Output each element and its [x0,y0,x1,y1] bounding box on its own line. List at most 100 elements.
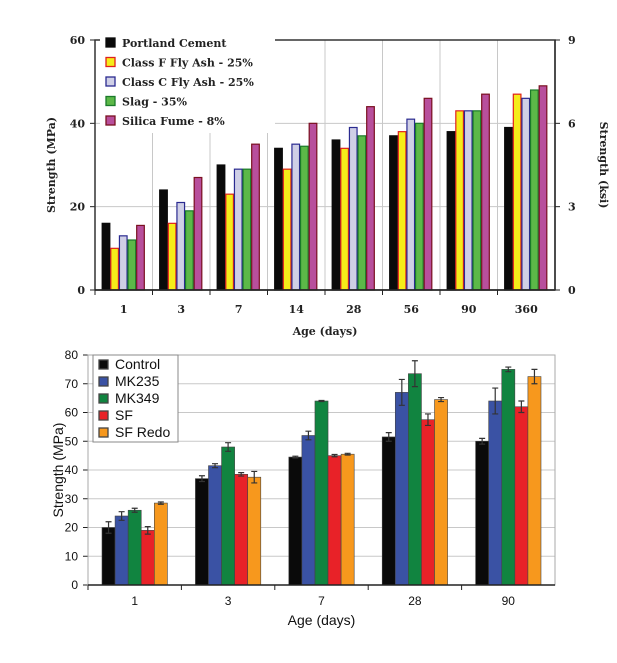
bar-silica-fume-8- [193,176,203,291]
bar-control [288,456,303,586]
y-tick-label: 60 [70,34,86,47]
x-tick-label: 56 [404,303,420,316]
legend-swatch [98,359,109,370]
legend-swatch [105,56,116,68]
legend-swatch [98,376,109,387]
bar-class-c-fly-ash-25- [233,168,243,291]
bar-silica-fume-8- [366,106,375,291]
bar-mk349 [314,400,329,586]
bar-silica-fume-8- [308,122,318,291]
bar-portland-cement [216,164,226,291]
error-bar [198,475,205,483]
legend-label: Class C Fly Ash - 25% [122,76,254,89]
bar-silica-fume-8- [481,93,490,291]
error-bar [505,366,512,373]
error-bar [157,501,164,505]
error-bar [131,507,138,513]
legend-swatch [98,393,109,404]
bar-mk235 [394,392,409,586]
bar-class-c-fly-ash-25- [463,110,473,291]
error-bar [212,463,219,469]
legend-label: Class F Fly Ash - 25% [122,57,253,70]
bar-class-c-fly-ash-25- [291,143,301,291]
bar-sf-redo [434,399,448,586]
bar-class-f-fly-ash-25- [167,222,177,291]
bar-portland-cement [274,147,283,291]
bar-portland-cement [389,135,398,291]
x-tick-label: 3 [177,303,185,316]
y-tick-label: 40 [65,463,79,477]
bar-control [195,478,209,586]
bar-slag-35- [184,210,194,291]
bar-class-c-fly-ash-25- [348,126,358,291]
error-bar [105,521,112,534]
bar-class-c-fly-ash-25- [176,201,186,291]
bar-control [101,527,116,586]
y2-tick-label: 6 [568,117,576,130]
bar-silica-fume-8- [538,85,548,291]
error-bar [251,470,258,484]
bar-portland-cement [446,131,456,291]
x-tick-label: 28 [408,594,422,608]
bar-slag-35- [414,122,424,291]
bar-mk235 [114,515,129,586]
legend-swatch [105,115,116,126]
error-bar [492,387,499,415]
bar-sf [514,406,529,586]
legend-swatch [105,76,116,87]
bar-portland-cement [159,189,168,291]
legend-label: Slag - 35% [122,96,187,109]
x-tick-label: 28 [346,303,362,316]
y-axis-label: Strength (MPa) [45,117,58,213]
x-tick-label: 90 [461,303,477,316]
error-bar [318,399,325,403]
error-bar [479,437,486,445]
legend-swatch [105,95,116,107]
bar-sf-redo [527,376,542,586]
y-axis-label: Strength (MPa) [50,423,66,518]
bar-portland-cement [101,222,111,291]
legend-label: Silica Fume - 8% [122,115,225,128]
x-axis-label: Age (days) [292,325,358,338]
error-bar [385,432,392,442]
x-tick-label: 360 [515,303,538,316]
error-bar [411,360,418,388]
legend-label: Portland Cement [122,37,227,50]
bar-slag-35- [127,239,137,291]
bar-sf [421,419,435,586]
y-tick-label: 20 [65,521,79,535]
y-tick-label: 50 [65,434,79,448]
x-tick-label: 90 [502,594,516,608]
legend-swatch [98,427,109,438]
x-axis-label: Age (days) [288,612,356,628]
bar-mk349 [127,509,142,586]
bar-mk235 [488,400,503,586]
bar-slag-35- [529,89,539,291]
bar-class-f-fly-ash-25- [455,110,465,291]
legend [100,33,275,133]
y-tick-label: 0 [71,578,78,592]
bar-sf [140,530,155,586]
error-bar [438,396,445,403]
error-bar [344,452,351,456]
y2-tick-label: 9 [568,34,576,47]
y2-axis-label: Strength (ksi) [597,122,610,209]
bar-sf-redo [247,476,262,586]
legend-label: MK349 [115,390,160,406]
legend-label: SF [115,407,133,423]
x-tick-label: 7 [235,303,243,316]
bar-mk235 [208,465,222,586]
error-bar [144,526,151,535]
bar-slag-35- [242,168,252,291]
y-tick-label: 70 [65,377,79,391]
x-tick-label: 14 [289,303,305,316]
bar-sf-redo [154,502,168,586]
bar-mk349 [501,369,516,586]
bar-portland-cement [331,139,341,291]
legend-label: Control [115,356,160,372]
error-bar [531,368,538,385]
legend-label: MK235 [115,373,160,389]
bar-mk349 [221,446,235,586]
y-tick-label: 0 [77,284,85,297]
bar-control [475,440,489,586]
